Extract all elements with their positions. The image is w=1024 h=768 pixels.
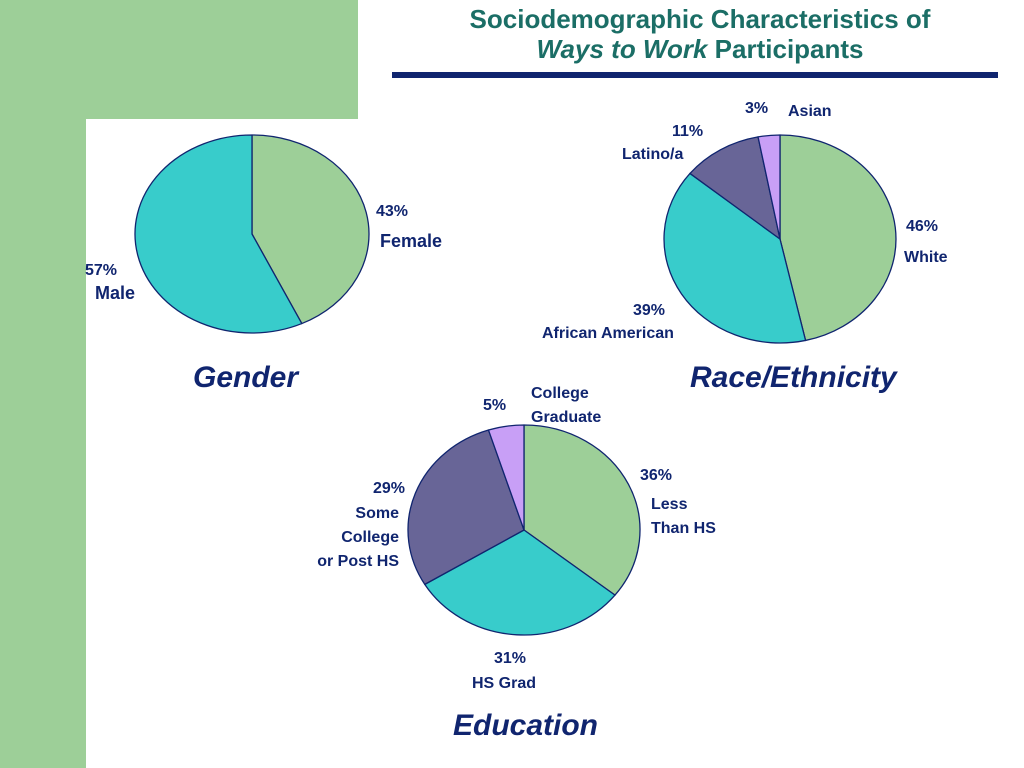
- race-asian-label: Asian: [788, 103, 832, 120]
- race-asian-value: 3%: [745, 100, 769, 117]
- title-suffix: Participants: [707, 34, 864, 64]
- gender-chart-title: Gender: [193, 361, 299, 394]
- edu-college-grad-label-line-2: Graduate: [531, 409, 602, 426]
- gender-pie: [134, 134, 370, 334]
- race-chart-title: Race/Ethnicity: [690, 361, 897, 394]
- gender-slice-male: [134, 134, 303, 334]
- title-line-1: Sociodemographic Characteristics of: [469, 4, 931, 34]
- edu-some-college-value: 29%: [372, 480, 405, 497]
- edu-less-than-hs-value: 36%: [640, 467, 673, 484]
- race-latino-value: 11%: [672, 123, 704, 140]
- education-slice-college-graduate: [487, 424, 525, 531]
- edu-some-college-label-line-2: College: [341, 529, 399, 546]
- education-chart-title: Education: [453, 709, 599, 742]
- edu-some-college-label-line-3: or Post HS: [317, 553, 399, 570]
- education-pie: [407, 424, 641, 636]
- title-line-2: Ways to Work Participants: [380, 34, 1020, 64]
- race-ethnicity-pie: [663, 134, 897, 344]
- race-latino-label: Latino/a: [622, 146, 684, 163]
- decorative-left-band: [0, 0, 86, 768]
- edu-some-college-label-line-1: Some: [355, 505, 399, 522]
- race-african-american-label: African American: [542, 325, 674, 342]
- edu-hs-grad-label: HS Grad: [472, 675, 537, 692]
- edu-less-than-hs-label-line-2: Than HS: [651, 520, 716, 537]
- edu-college-grad-value: 5%: [483, 397, 507, 414]
- race-slice-white: [779, 134, 897, 342]
- race-white-label: White: [904, 249, 948, 266]
- title-underline: [392, 72, 998, 78]
- edu-hs-grad-value: 31%: [494, 650, 527, 667]
- gender-slice-female: [251, 134, 370, 325]
- education-slice-some-college-or-post-hs: [407, 429, 525, 586]
- gender-male-value: 57%: [85, 262, 118, 279]
- decorative-top-band: [0, 0, 358, 119]
- race-slice-african-american: [663, 172, 807, 344]
- slide-title: Sociodemographic Characteristics of Ways…: [380, 4, 1020, 64]
- education-slice-hs-grad: [424, 529, 616, 636]
- title-program-name: Ways to Work: [536, 34, 708, 64]
- race-white-value: 46%: [906, 218, 939, 235]
- gender-female-label: Female: [380, 231, 443, 251]
- race-slice-asian: [757, 134, 781, 240]
- gender-male-label: Male: [95, 283, 136, 303]
- gender-female-value: 43%: [376, 203, 409, 220]
- edu-less-than-hs-label-line-1: Less: [651, 496, 688, 513]
- edu-college-grad-label-line-1: College: [531, 385, 589, 402]
- race-african-american-value: 39%: [633, 302, 666, 319]
- race-slice-latino-a: [689, 136, 781, 240]
- education-slice-less-than-hs: [523, 424, 641, 596]
